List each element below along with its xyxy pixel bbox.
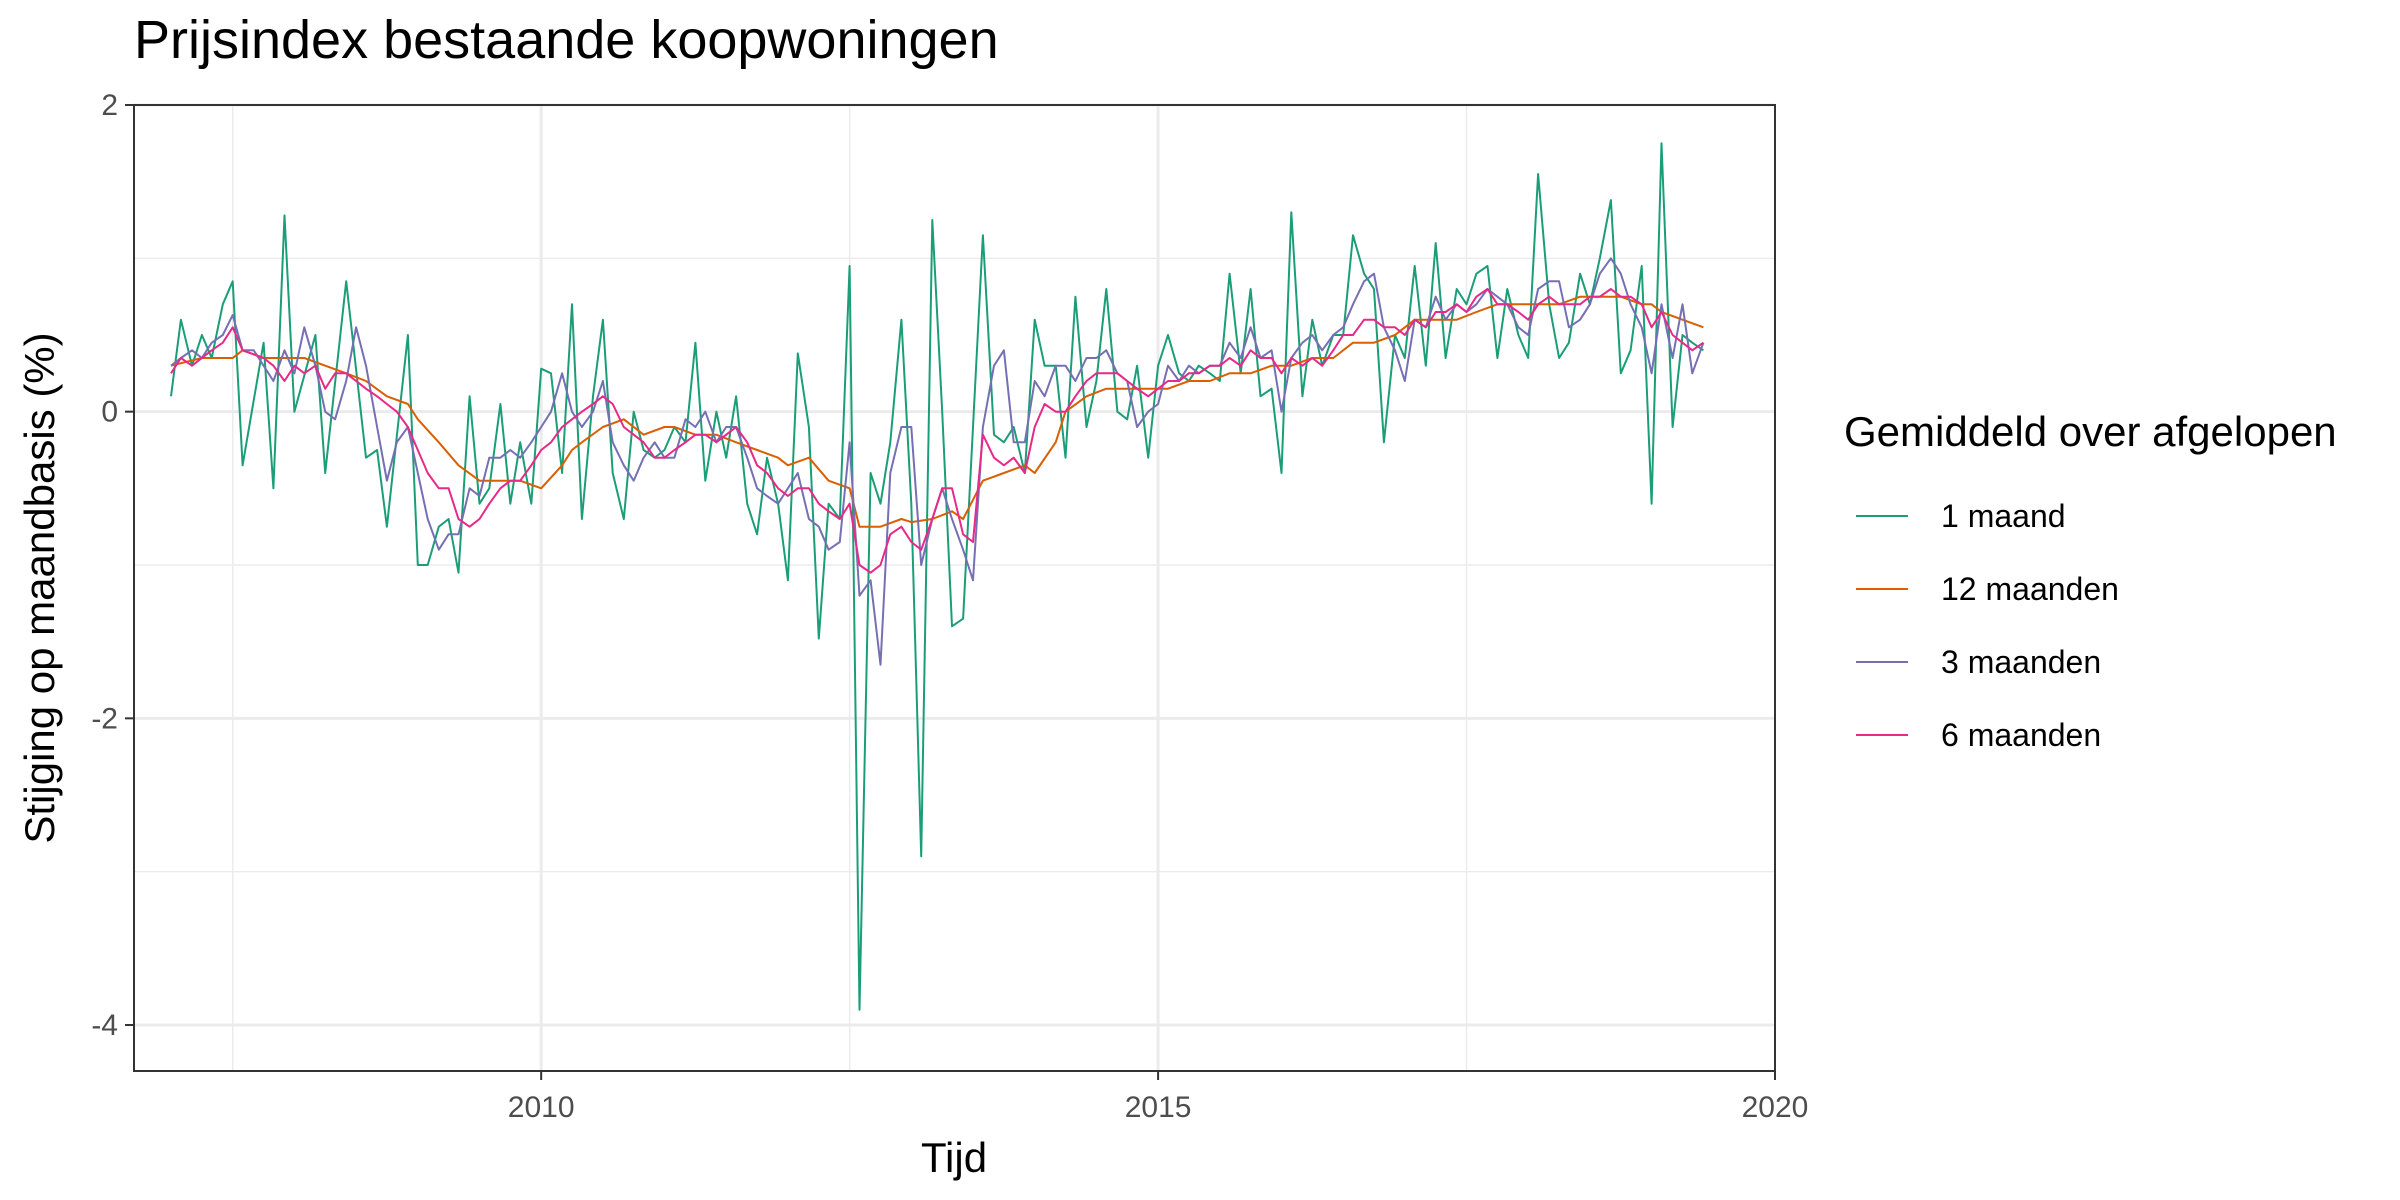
x-tick-label: 2020 bbox=[1742, 1091, 1809, 1124]
series-line-1 bbox=[170, 142, 1704, 1011]
y-tick-label: 2 bbox=[101, 89, 118, 122]
series-layer bbox=[170, 142, 1705, 1011]
plot-border bbox=[133, 104, 1776, 1072]
legend: Gemiddeld over afgelopen 1 maand 12 maand… bbox=[1844, 408, 2337, 753]
x-tick-label: 2015 bbox=[1125, 1091, 1192, 1124]
y-axis-title: Stijging op maandbasis (%) bbox=[16, 332, 63, 843]
legend-label-3: 3 maanden bbox=[1941, 644, 2101, 680]
x-tick-label: 2010 bbox=[508, 1091, 575, 1124]
series-line-4 bbox=[170, 288, 1704, 574]
legend-label-2: 12 maanden bbox=[1941, 571, 2119, 607]
y-tick-label: -4 bbox=[91, 1009, 118, 1042]
x-axis-title: Tijd bbox=[921, 1134, 987, 1181]
legend-items: 1 maand 12 maanden 3 maanden 6 maanden bbox=[1856, 498, 2119, 753]
y-tick-label: -2 bbox=[91, 702, 118, 735]
axis-layer: 2010 2015 2020 -4 -2 0 2 bbox=[91, 89, 1808, 1124]
y-tick-label: 0 bbox=[101, 396, 118, 429]
legend-label-1: 1 maand bbox=[1941, 498, 2066, 534]
legend-label-4: 6 maanden bbox=[1941, 717, 2101, 753]
legend-title: Gemiddeld over afgelopen bbox=[1844, 408, 2337, 455]
chart-title: Prijsindex bestaande koopwoningen bbox=[134, 10, 999, 70]
plot-panel bbox=[134, 105, 1775, 1071]
